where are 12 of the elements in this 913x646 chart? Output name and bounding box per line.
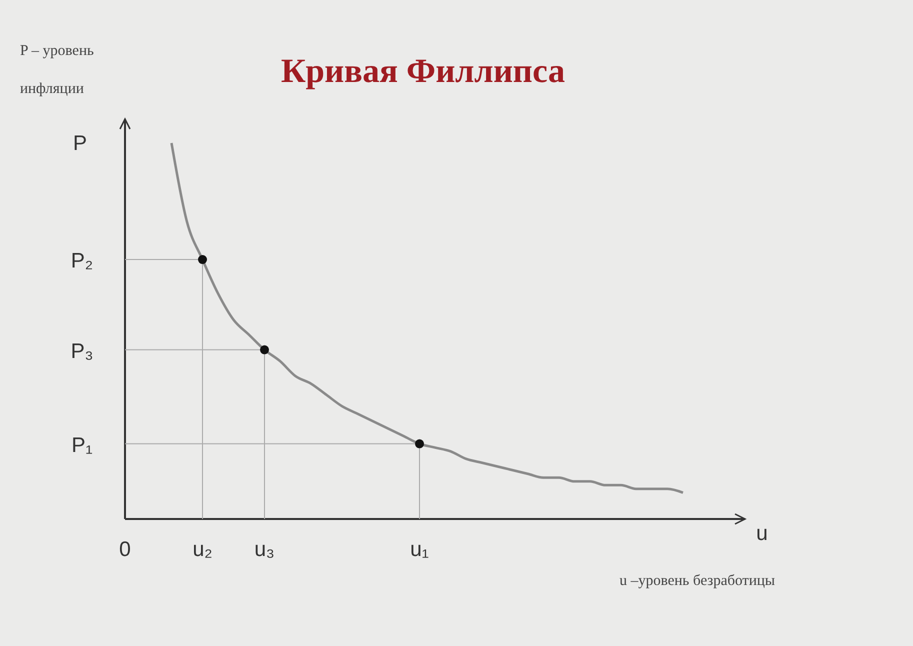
chart-title: Кривая Филлипса (280, 53, 566, 90)
text: P₂ (70, 250, 94, 273)
x-tick-label: 0 (119, 538, 131, 561)
text: P₁ (71, 434, 93, 457)
x-tick-label: u₃ (254, 538, 275, 561)
text: u –уровень безработицы (619, 573, 775, 589)
text: P₃ (70, 340, 94, 363)
x-tick-label: u₂ (192, 538, 212, 561)
x-axis-title: u (756, 522, 768, 545)
x-tick-label: u₁ (410, 538, 429, 561)
y-axis-title: P (72, 132, 88, 155)
text: P – уровень инфляции (20, 43, 94, 97)
